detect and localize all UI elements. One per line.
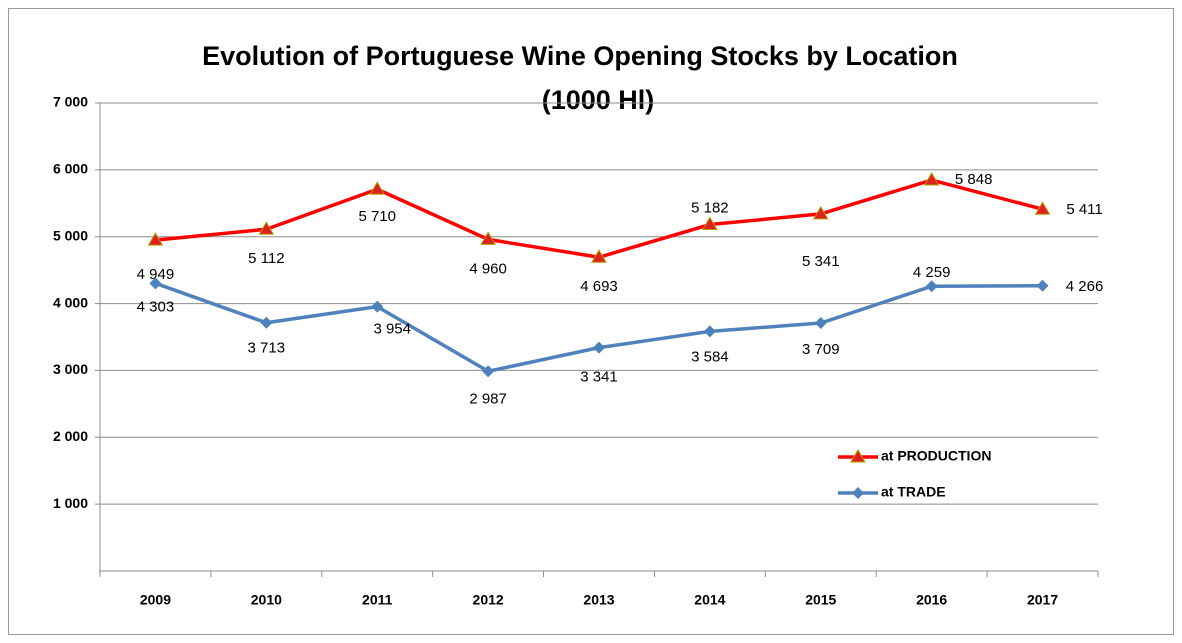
x-tick-label: 2015: [805, 592, 836, 608]
point-marker: [480, 231, 496, 245]
legend-label: at PRODUCTION: [881, 448, 991, 464]
point-marker: [814, 317, 827, 330]
data-label: 5 182: [691, 200, 729, 217]
x-tick-label: 2016: [916, 592, 947, 608]
point-marker: [850, 449, 866, 463]
x-tick-label: 2009: [140, 592, 171, 608]
chart-title: (1000 Hl): [542, 85, 655, 115]
data-label: 5 112: [248, 250, 284, 267]
y-tick-label: 3 000: [53, 361, 88, 377]
point-marker: [369, 181, 386, 195]
point-marker: [702, 216, 718, 231]
point-marker: [923, 172, 940, 186]
x-tick-label: 2012: [473, 592, 504, 608]
x-tick-label: 2013: [583, 592, 614, 608]
point-marker: [591, 249, 607, 263]
point-marker: [703, 325, 716, 338]
point-marker: [1036, 279, 1049, 292]
data-label: 5 411: [1066, 201, 1102, 218]
point-marker: [482, 365, 495, 378]
data-label: 3 584: [691, 348, 729, 365]
data-label: 5 848: [955, 171, 993, 188]
point-marker: [371, 300, 384, 313]
data-label: 4 960: [469, 260, 507, 277]
point-marker: [258, 221, 275, 235]
data-label: 2 987: [469, 390, 507, 407]
data-label: 3 709: [802, 341, 840, 358]
point-marker: [812, 205, 829, 220]
chart-title: Evolution of Portuguese Wine Opening Sto…: [202, 41, 958, 71]
y-tick-label: 7 000: [53, 94, 88, 110]
data-label: 4 266: [1066, 278, 1104, 295]
point-marker: [852, 487, 864, 499]
legend-label: at TRADE: [881, 484, 946, 500]
x-tick-label: 2011: [362, 592, 393, 608]
point-marker: [593, 341, 605, 354]
data-label: 4 303: [137, 298, 175, 315]
data-label: 5 341: [802, 253, 840, 270]
point-marker: [260, 316, 273, 329]
y-tick-label: 6 000: [53, 161, 88, 177]
data-label: 4 259: [913, 264, 951, 281]
y-tick-label: 4 000: [53, 294, 88, 310]
data-label: 4 949: [137, 266, 175, 283]
data-label: 3 954: [373, 321, 411, 338]
data-label: 3 713: [248, 340, 286, 357]
x-tick-label: 2014: [694, 592, 725, 608]
x-tick-label: 2010: [251, 592, 282, 608]
point-marker: [925, 280, 938, 293]
y-tick-label: 1 000: [53, 495, 88, 511]
y-tick-label: 2 000: [53, 428, 88, 444]
x-tick-label: 2017: [1027, 592, 1058, 608]
data-label: 5 710: [358, 208, 396, 225]
point-marker: [149, 277, 162, 290]
data-label: 4 693: [580, 278, 618, 295]
y-tick-label: 5 000: [53, 227, 88, 243]
chart-border: [8, 8, 1174, 635]
point-marker: [1034, 201, 1051, 215]
data-label: 3 341: [580, 369, 618, 386]
point-marker: [147, 232, 164, 246]
